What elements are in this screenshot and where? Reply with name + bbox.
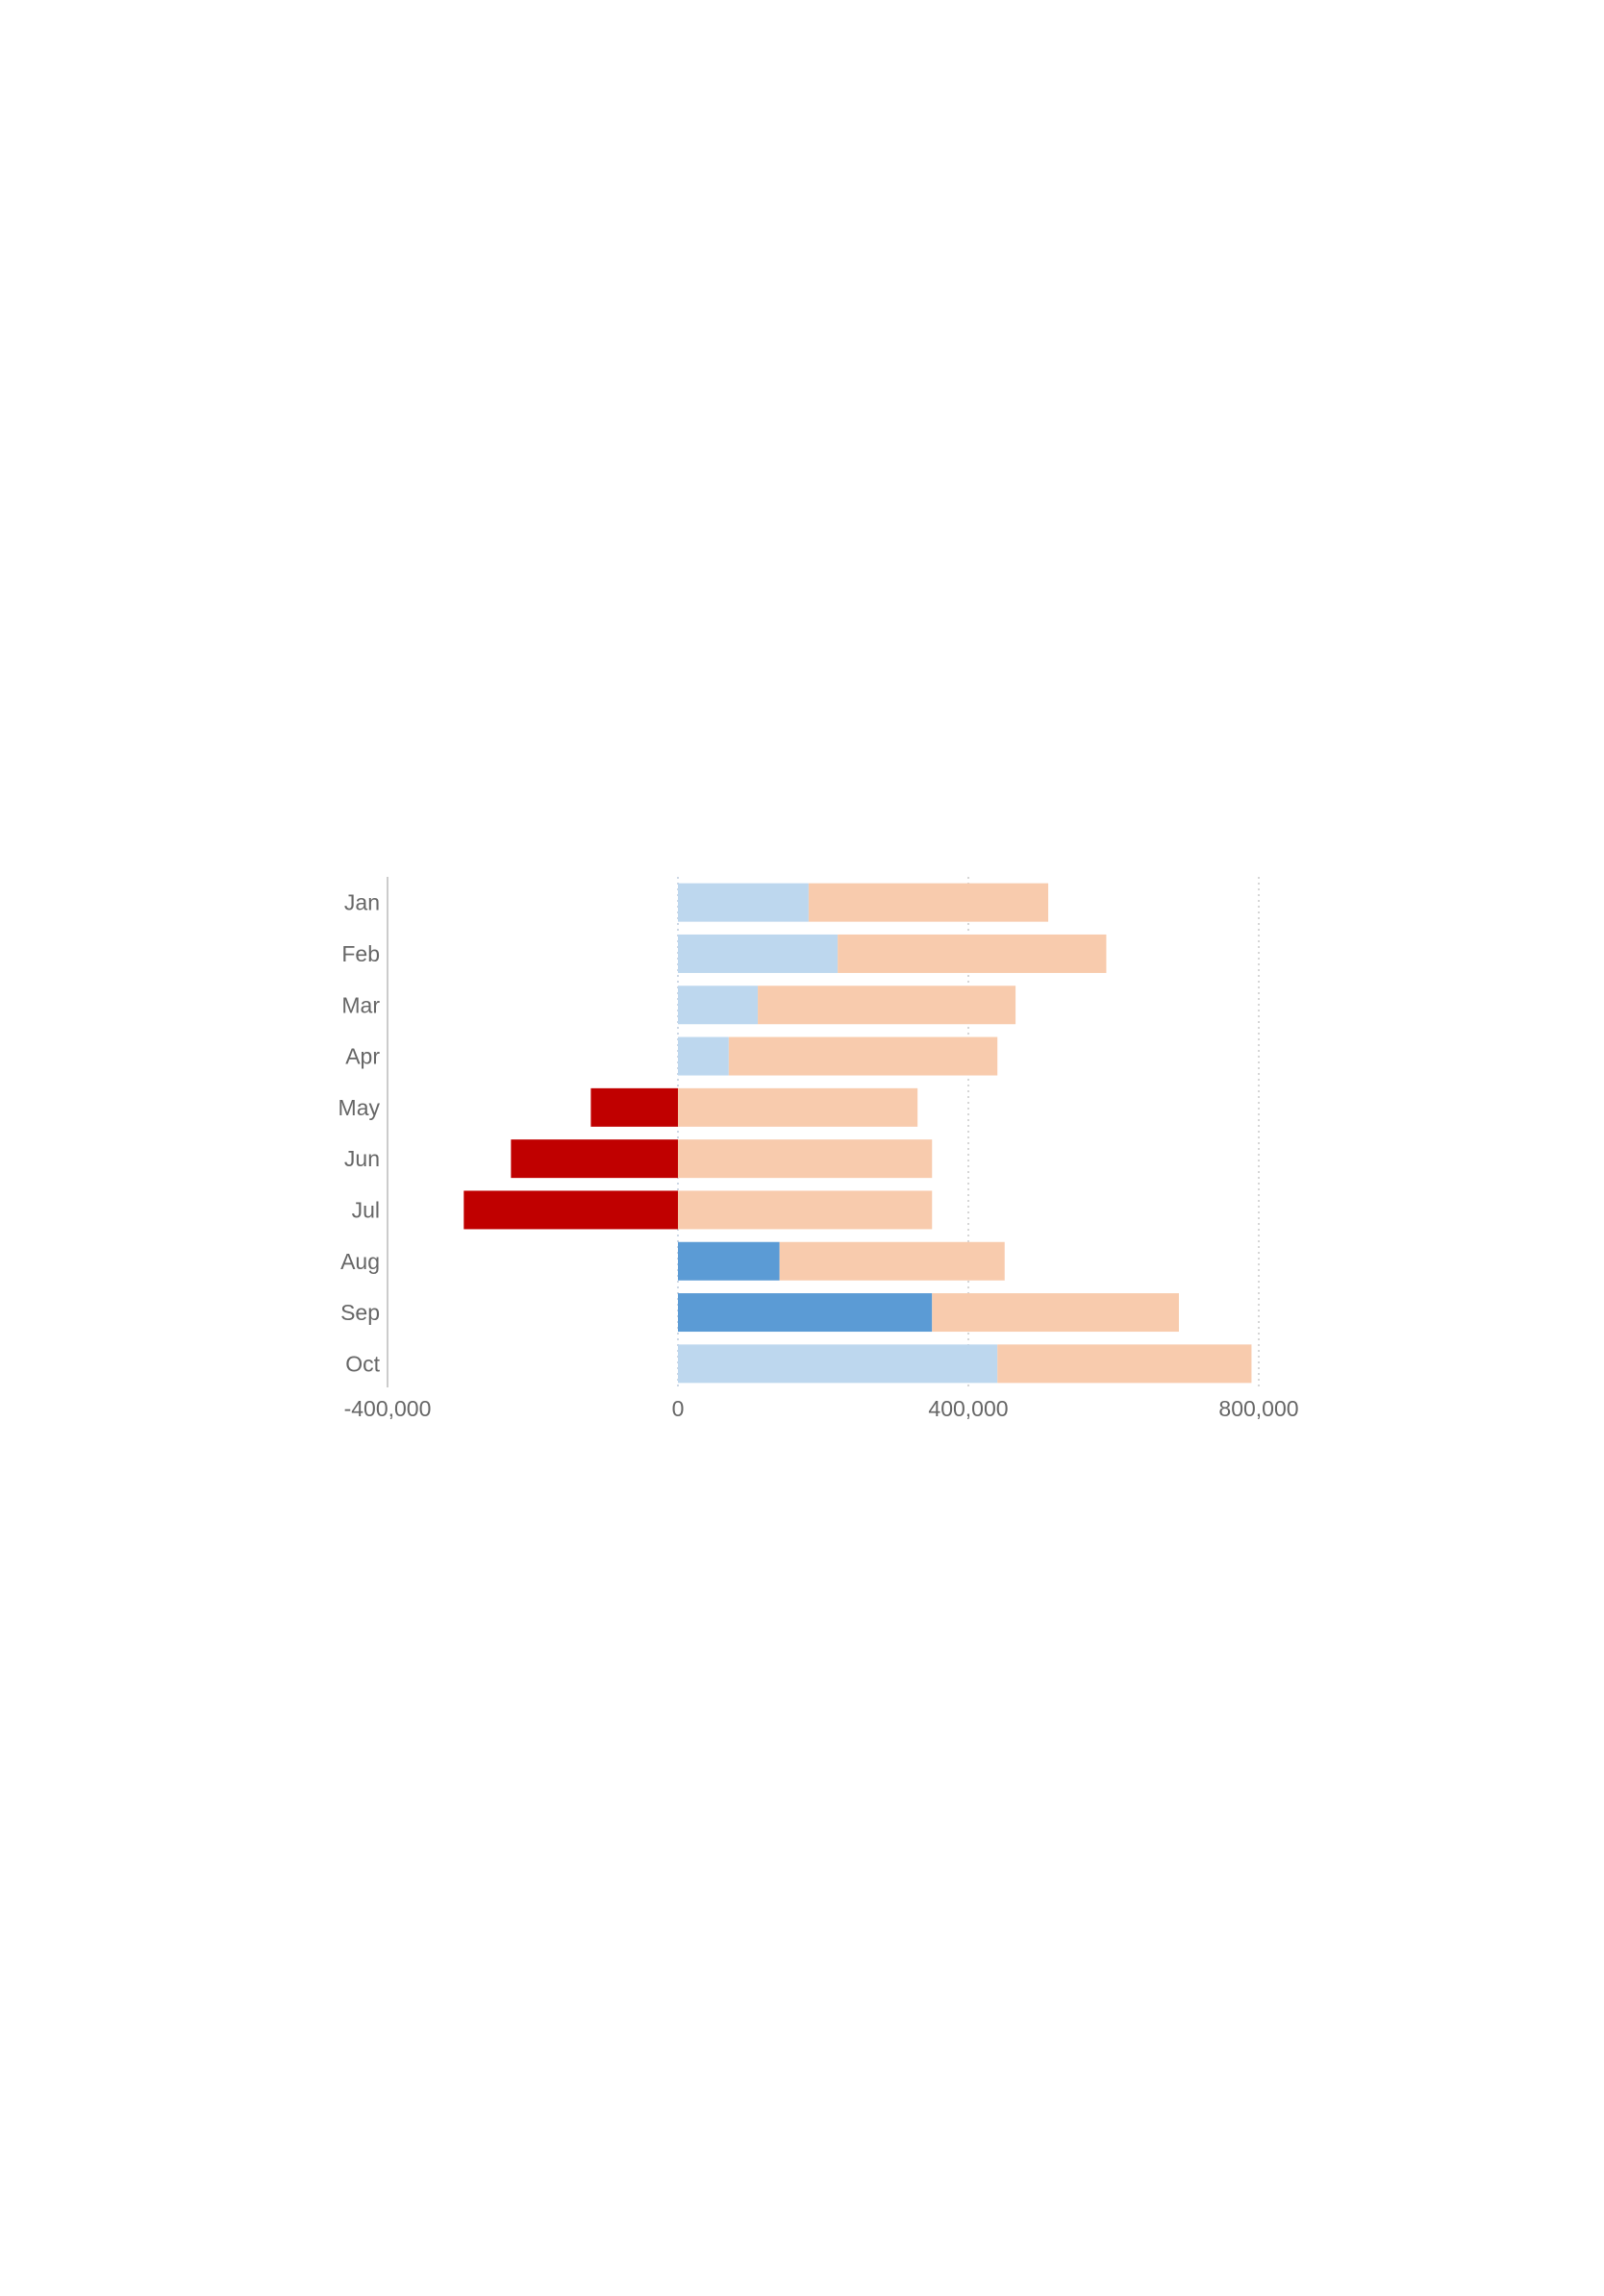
bar-variance-sep: [678, 1293, 933, 1333]
x-tick-label: 0: [672, 1396, 685, 1421]
x-tick-label: -400,000: [344, 1396, 432, 1421]
category-label: Apr: [345, 1044, 380, 1069]
gridlines: [677, 877, 1260, 1387]
bar-variance-apr: [678, 1036, 729, 1076]
category-label: May: [338, 1095, 381, 1120]
bar-variance-jun: [511, 1139, 678, 1179]
bar-base-mar: [758, 986, 1016, 1025]
bar-variance-aug: [678, 1241, 780, 1281]
category-label: Jan: [344, 890, 380, 915]
bar-base-aug: [779, 1241, 1005, 1281]
category-label: Feb: [341, 941, 380, 966]
category-label: Jul: [352, 1197, 380, 1222]
category-labels: Jan Feb Mar Apr May Jun Jul Aug Sep Oct: [338, 890, 381, 1377]
bar-base-sep: [932, 1293, 1179, 1333]
category-label: Mar: [341, 992, 380, 1017]
category-label: Sep: [340, 1300, 380, 1325]
category-label: Oct: [345, 1351, 380, 1376]
bar-base-jul: [678, 1190, 933, 1230]
bar-variance-oct: [678, 1344, 998, 1384]
bar-variance-may: [590, 1087, 678, 1127]
bar-base-jan: [808, 883, 1049, 922]
bar-base-may: [678, 1087, 918, 1127]
bar-variance-jan: [678, 883, 809, 922]
bar-base-apr: [728, 1036, 998, 1076]
category-label: Jun: [344, 1146, 380, 1171]
bars: [464, 883, 1252, 1384]
x-tick-label: 400,000: [928, 1396, 1008, 1421]
x-tick-label: 800,000: [1218, 1396, 1298, 1421]
bar-variance-mar: [678, 986, 759, 1025]
category-label: Aug: [340, 1249, 380, 1274]
bar-base-feb: [838, 934, 1107, 973]
bar-variance-feb: [678, 934, 839, 973]
bar-base-jun: [678, 1139, 933, 1179]
bar-variance-jul: [464, 1190, 678, 1230]
bar-base-oct: [997, 1344, 1252, 1384]
x-tick-labels: -400,000 0 400,000 800,000: [344, 1396, 1299, 1421]
